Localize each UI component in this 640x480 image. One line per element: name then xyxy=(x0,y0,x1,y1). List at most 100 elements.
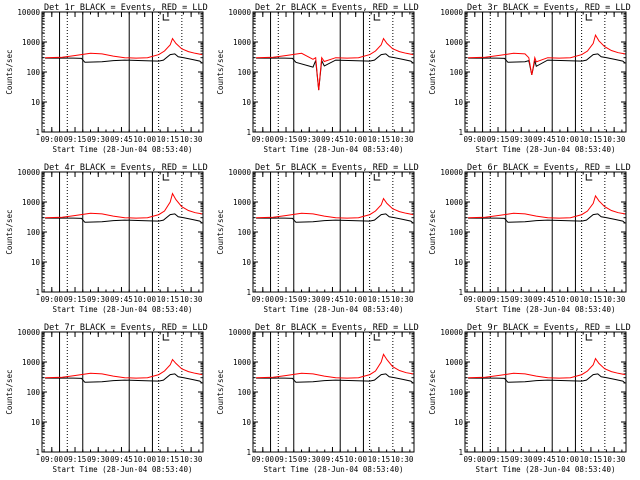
series-line-events xyxy=(45,213,203,224)
y-tick-label: 10 xyxy=(31,98,41,107)
x-tick-label: 10:30 xyxy=(603,295,626,304)
y-tick-label: 1000 xyxy=(445,198,464,207)
series-line-lld xyxy=(256,353,414,379)
x-axis-label: Start Time (28-Jun-04 08:53:40) xyxy=(53,145,193,154)
x-tick-label: 10:00 xyxy=(556,455,579,464)
plot-det-2r: Det 2r BLACK = Events, RED = LLD 1 10 100 10… xyxy=(216,3,419,154)
x-tick-label: 09:45 xyxy=(321,455,344,464)
y-tick-label: 100 xyxy=(26,68,40,77)
plot-frame xyxy=(464,331,627,453)
y-tick-label: 100 xyxy=(26,228,40,237)
x-tick-label: 09:00 xyxy=(41,455,64,464)
x-tick-label: 09:45 xyxy=(533,295,556,304)
y-tick-label: 1 xyxy=(35,288,40,297)
x-axis-label: Start Time (28-Jun-04 08:53:40) xyxy=(53,465,193,474)
series-line-events xyxy=(468,373,626,384)
plot-title: Det 6r BLACK = Events, RED = LLD xyxy=(467,163,631,173)
x-axis-label: Start Time (28-Jun-04 08:53:40) xyxy=(264,145,404,154)
y-tick-label: 1 xyxy=(458,448,463,457)
x-tick-label: 10:15 xyxy=(368,455,391,464)
y-tick-label: 10000 xyxy=(17,8,40,17)
y-tick-label: 100 xyxy=(449,388,463,397)
x-tick-label: 09:00 xyxy=(252,455,275,464)
y-tick-label: 1 xyxy=(246,448,251,457)
x-tick-label: 09:00 xyxy=(464,455,487,464)
plot-det-7r: Det 7r BLACK = Events, RED = LLD 1 10 100 10… xyxy=(5,323,208,474)
series-line-events xyxy=(468,53,626,76)
x-tick-label: 09:30 xyxy=(87,295,110,304)
y-tick-label: 1000 xyxy=(445,358,464,367)
x-tick-label: 09:15 xyxy=(487,295,510,304)
x-tick-label: 10:30 xyxy=(603,455,626,464)
y-tick-label: 1000 xyxy=(445,38,464,47)
plot-title: Det 5r BLACK = Events, RED = LLD xyxy=(255,163,419,173)
series-line-lld xyxy=(468,33,626,75)
y-axis-label: Counts/sec xyxy=(216,49,225,94)
x-tick-label: 09:15 xyxy=(487,455,510,464)
y-tick-label: 10000 xyxy=(17,168,40,177)
plot-det-3r: Det 3r BLACK = Events, RED = LLD 1 10 100 10… xyxy=(428,3,631,154)
plot-det-8r: Det 8r BLACK = Events, RED = LLD 1 10 100 10… xyxy=(216,323,419,474)
y-tick-label: 1 xyxy=(458,128,463,137)
y-axis-label: Counts/sec xyxy=(5,209,14,254)
x-axis-label: Start Time (28-Jun-04 08:53:40) xyxy=(264,305,404,314)
plot-title: Det 7r BLACK = Events, RED = LLD xyxy=(44,323,208,333)
y-axis-label: Counts/sec xyxy=(5,49,14,94)
y-axis-label: Counts/sec xyxy=(216,209,225,254)
series-line-events xyxy=(256,373,414,384)
y-tick-label: 1 xyxy=(246,128,251,137)
y-axis-label: Counts/sec xyxy=(216,369,225,414)
y-tick-label: 10 xyxy=(31,418,41,427)
x-tick-label: 09:30 xyxy=(510,295,533,304)
x-axis-label: Start Time (28-Jun-04 08:53:40) xyxy=(476,465,616,474)
x-tick-label: 09:15 xyxy=(64,135,87,144)
plot-frame xyxy=(41,171,204,293)
x-tick-label: 09:45 xyxy=(110,295,133,304)
x-tick-label: 10:00 xyxy=(344,295,367,304)
plot-title: Det 8r BLACK = Events, RED = LLD xyxy=(255,323,419,333)
flag-marker xyxy=(373,174,381,181)
y-axis-label: Counts/sec xyxy=(428,209,437,254)
plot-frame xyxy=(252,171,415,293)
x-tick-label: 10:30 xyxy=(180,295,203,304)
y-tick-label: 1000 xyxy=(233,198,252,207)
x-tick-label: 10:15 xyxy=(368,295,391,304)
y-tick-label: 1000 xyxy=(22,198,41,207)
x-tick-label: 10:00 xyxy=(556,135,579,144)
y-tick-label: 100 xyxy=(237,68,251,77)
x-tick-label: 10:00 xyxy=(344,135,367,144)
y-tick-label: 10000 xyxy=(440,168,463,177)
flag-marker xyxy=(162,174,170,181)
plot-title: Det 1r BLACK = Events, RED = LLD xyxy=(44,3,208,13)
y-tick-label: 1000 xyxy=(233,38,252,47)
x-tick-label: 10:00 xyxy=(556,295,579,304)
x-tick-label: 09:00 xyxy=(252,295,275,304)
series-line-lld xyxy=(468,194,626,219)
plot-det-1r: Det 1r BLACK = Events, RED = LLD 1 10 100 10… xyxy=(5,3,208,154)
plot-det-5r: Det 5r BLACK = Events, RED = LLD 1 10 100 10… xyxy=(216,163,419,314)
y-tick-label: 10 xyxy=(242,258,252,267)
x-tick-label: 09:15 xyxy=(64,295,87,304)
x-tick-label: 09:45 xyxy=(110,455,133,464)
x-tick-label: 09:45 xyxy=(533,135,556,144)
series-line-lld xyxy=(256,197,414,219)
x-tick-label: 10:00 xyxy=(344,455,367,464)
flag-marker xyxy=(585,174,593,181)
y-tick-label: 10 xyxy=(454,98,464,107)
x-tick-label: 09:15 xyxy=(275,135,298,144)
y-tick-label: 10 xyxy=(454,258,464,267)
x-tick-label: 09:30 xyxy=(510,135,533,144)
x-tick-label: 10:00 xyxy=(133,455,156,464)
x-tick-label: 09:45 xyxy=(533,455,556,464)
x-tick-label: 09:30 xyxy=(510,455,533,464)
plot-frame xyxy=(464,171,627,293)
x-tick-label: 09:15 xyxy=(487,135,510,144)
y-tick-label: 100 xyxy=(449,68,463,77)
x-tick-label: 09:00 xyxy=(41,295,64,304)
y-tick-label: 1000 xyxy=(22,358,41,367)
y-axis-label: Counts/sec xyxy=(5,369,14,414)
flag-marker xyxy=(373,334,381,341)
plot-frame xyxy=(252,331,415,453)
plot-det-4r: Det 4r BLACK = Events, RED = LLD 1 10 100 10… xyxy=(5,163,208,314)
x-tick-label: 10:15 xyxy=(580,295,603,304)
